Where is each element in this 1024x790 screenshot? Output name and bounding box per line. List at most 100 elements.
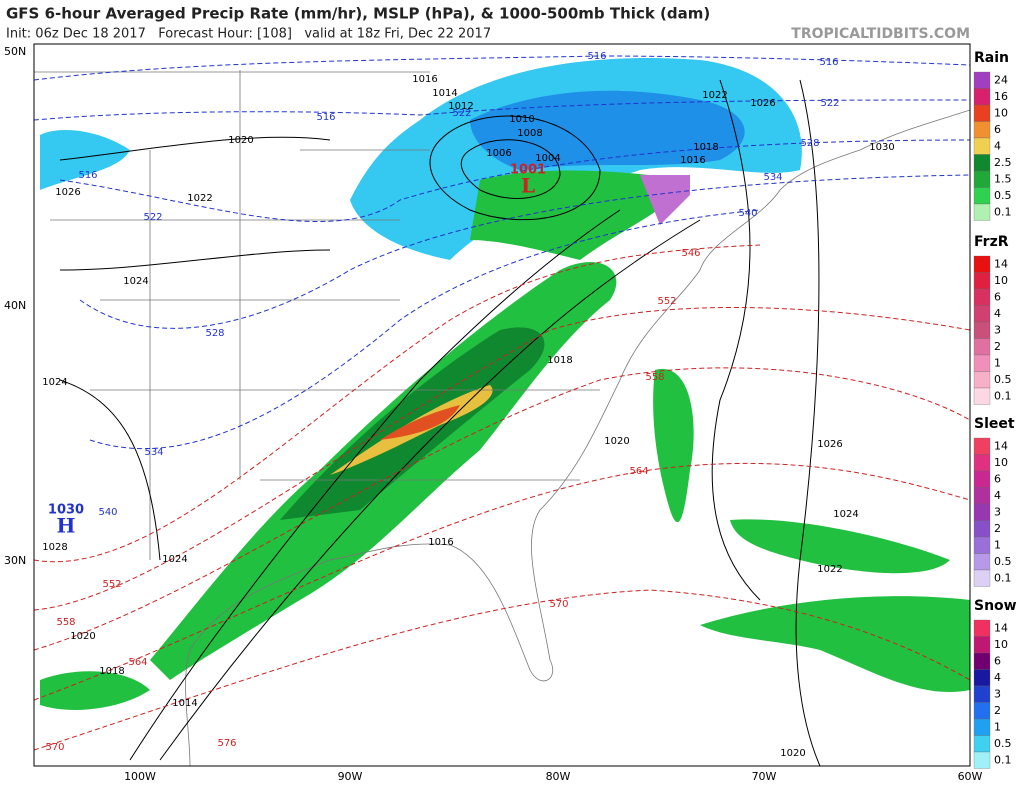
thickness-label: 522 (820, 98, 839, 109)
thickness-label: 522 (143, 212, 162, 223)
isobar-label: 1006 (486, 148, 511, 159)
thickness-label: 552 (102, 579, 121, 590)
title: GFS 6-hour Averaged Precip Rate (mm/hr),… (6, 5, 710, 23)
legend-swatch (973, 305, 991, 323)
legend-level: 0.1 (994, 389, 1012, 402)
legend-swatch (973, 255, 991, 273)
legend-level: 0.1 (994, 753, 1012, 766)
legend-level: 10 (994, 106, 1008, 119)
isobar-label: 1016 (412, 74, 437, 85)
legend-title: Sleet (974, 416, 1015, 432)
isobar-label: 1026 (817, 439, 842, 450)
legend-level: 14 (994, 257, 1008, 270)
legend-level: 3 (994, 505, 1001, 518)
legend-level: 6 (994, 654, 1001, 667)
legend-level: 16 (994, 90, 1008, 103)
legend-level: 1 (994, 720, 1001, 733)
legend-swatch (973, 154, 991, 172)
lon-label: 90W (338, 770, 363, 783)
isobar-label: 1024 (42, 377, 67, 388)
isobar-label: 1018 (693, 142, 718, 153)
legend-level: 0.5 (994, 737, 1012, 750)
isobar-label: 1010 (509, 114, 534, 125)
thickness-label: 534 (763, 172, 782, 183)
legend-level: 10 (994, 638, 1008, 651)
isobar-label: 1026 (750, 98, 775, 109)
subtitle: Init: 06z Dec 18 2017 Forecast Hour: [10… (6, 27, 491, 42)
legend-level: 24 (994, 73, 1008, 86)
lon-label: 70W (752, 770, 777, 783)
legend-level: 2 (994, 522, 1001, 535)
thickness-label: 564 (629, 466, 648, 477)
thickness-label: 522 (452, 108, 471, 119)
legend-swatch (973, 272, 991, 290)
legend-swatch (973, 203, 991, 221)
legend-swatch (973, 718, 991, 736)
legend-swatch (973, 702, 991, 720)
isobar-label: 1018 (547, 355, 572, 366)
legend-level: 4 (994, 489, 1001, 502)
isobar-label: 1030 (869, 142, 894, 153)
thickness-label: 558 (56, 617, 75, 628)
legend-level: 0.5 (994, 555, 1012, 568)
legend-level: 10 (994, 274, 1008, 287)
legend-swatch (973, 137, 991, 155)
legend-swatch (973, 170, 991, 188)
thickness-label: 546 (681, 248, 700, 259)
legend-level: 3 (994, 323, 1001, 336)
thickness-label: 570 (45, 742, 64, 753)
isobar-label: 1024 (833, 509, 858, 520)
thickness-label: 552 (657, 296, 676, 307)
legend-swatch (973, 470, 991, 488)
isobar-label: 1028 (42, 542, 67, 553)
thickness-label: 516 (316, 112, 335, 123)
legend-level: 6 (994, 472, 1001, 485)
isobar-label: 1016 (428, 537, 453, 548)
legend-level: 2.5 (994, 156, 1012, 169)
legend-swatch (973, 187, 991, 205)
lon-label: 80W (546, 770, 571, 783)
legend-level: 0.5 (994, 373, 1012, 386)
legend-swatch (973, 88, 991, 106)
legend-level: 1.5 (994, 172, 1012, 185)
thickness-label: 528 (800, 138, 819, 149)
legend-swatch (973, 121, 991, 139)
center-value: 1030 (48, 503, 84, 518)
isobar-label: 1024 (162, 554, 187, 565)
legend-level: 4 (994, 671, 1001, 684)
map-area: 1016 1014 1012 1010 1008 1006 1004 1022 1026 1030… (34, 44, 970, 766)
lon-label: 60W (958, 770, 983, 783)
isobar-label: 1020 (604, 436, 629, 447)
legend-level: 4 (994, 139, 1001, 152)
thickness-label: 516 (587, 51, 606, 62)
legend-level: 1 (994, 356, 1001, 369)
isobar-label: 1008 (517, 128, 542, 139)
legend-swatch (973, 354, 991, 372)
legend-swatch (973, 751, 991, 769)
legend-level: 0.1 (994, 205, 1012, 218)
legend-swatch (973, 536, 991, 554)
legend-level: 6 (994, 123, 1001, 136)
legend-swatch (973, 652, 991, 670)
thickness-label: 570 (549, 599, 568, 610)
legend-swatch (973, 338, 991, 356)
thickness-label: 540 (738, 208, 757, 219)
isobar-label: 1004 (535, 153, 560, 164)
isobar-label: 1014 (172, 698, 197, 709)
legend-level: 0.5 (994, 189, 1012, 202)
thickness-label: 564 (128, 657, 147, 668)
legend-swatch (973, 619, 991, 637)
legend-level: 1 (994, 538, 1001, 551)
thickness-label: 534 (144, 447, 163, 458)
thickness-label: 528 (205, 328, 224, 339)
legend-level: 14 (994, 439, 1008, 452)
site-name: TROPICALTIDBITS.COM (791, 26, 970, 42)
isobar-label: 1012 (448, 101, 473, 112)
legend-swatch (973, 104, 991, 122)
legend-level: 2 (994, 340, 1001, 353)
legend-title: Rain (974, 50, 1009, 66)
legend-level: 14 (994, 621, 1008, 634)
legend-level: 10 (994, 456, 1008, 469)
isobar-label: 1020 (780, 748, 805, 759)
legend-swatch (973, 487, 991, 505)
